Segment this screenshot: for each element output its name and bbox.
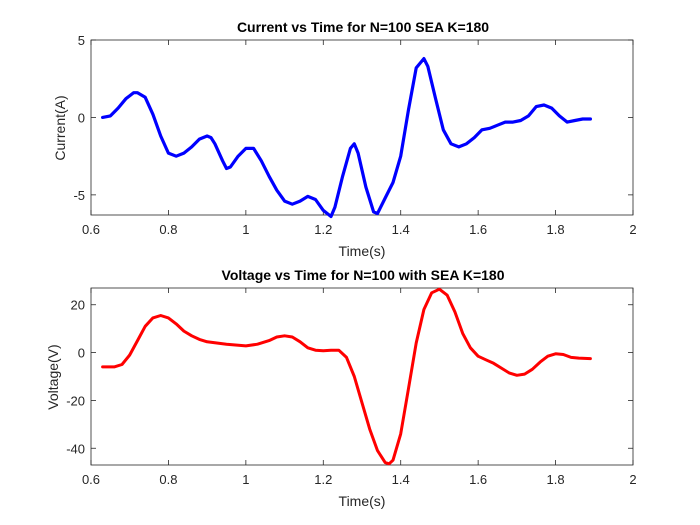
- current-axes-frame: [90, 39, 634, 216]
- current-series-group: [100, 56, 593, 219]
- current-x-tick-label: 1.6: [469, 222, 487, 237]
- current-x-tick-label: 0.6: [82, 222, 100, 237]
- current-y-axis-label: Current(A): [52, 95, 68, 160]
- current-x-tick-label: 1.4: [392, 222, 410, 237]
- voltage-x-tick-label: 1.8: [547, 472, 565, 487]
- current-x-tick-label: 1.2: [314, 222, 332, 237]
- voltage-subplot: Voltage vs Time for N=100 with SEA K=180…: [45, 267, 637, 509]
- current-x-ticks: 0.6 0.8 1 1.2 1.4 1.6 1.8 2: [82, 40, 637, 237]
- current-x-axis-label: Time(s): [339, 243, 386, 259]
- voltage-x-tick-label: 1: [242, 472, 249, 487]
- current-x-tick-label: 2: [629, 222, 636, 237]
- voltage-x-tick-label: 0.6: [82, 472, 100, 487]
- voltage-y-tick-label: 0: [78, 346, 85, 361]
- voltage-chart-title: Voltage vs Time for N=100 with SEA K=180: [222, 267, 505, 283]
- voltage-x-axis-label: Time(s): [339, 493, 386, 509]
- current-series-line: [100, 56, 593, 219]
- voltage-x-tick-label: 0.8: [159, 472, 177, 487]
- current-subplot: Current vs Time for N=100 SEA K=180 0.6 0…: [52, 19, 637, 259]
- current-x-tick-label: 0.8: [159, 222, 177, 237]
- current-y-tick-label: 5: [78, 33, 85, 48]
- voltage-x-tick-label: 1.2: [314, 472, 332, 487]
- voltage-x-ticks: 0.6 0.8 1 1.2 1.4 1.6 1.8 2: [82, 288, 637, 487]
- voltage-y-tick-label: -40: [66, 441, 85, 456]
- voltage-series-group: [101, 287, 592, 466]
- current-x-tick-label: 1.8: [547, 222, 565, 237]
- current-y-tick-label: -5: [73, 188, 85, 203]
- current-y-tick-label: 0: [78, 110, 85, 125]
- current-chart-title: Current vs Time for N=100 SEA K=180: [237, 19, 489, 35]
- voltage-y-tick-label: 20: [71, 298, 85, 313]
- voltage-y-ticks: -40 -20 0 20: [66, 298, 633, 456]
- voltage-y-tick-label: -20: [66, 393, 85, 408]
- voltage-x-tick-label: 2: [629, 472, 636, 487]
- current-x-tick-label: 1: [242, 222, 249, 237]
- voltage-x-tick-label: 1.4: [392, 472, 410, 487]
- voltage-axes-frame: [90, 287, 634, 466]
- current-y-ticks: -5 0 5: [73, 33, 633, 203]
- voltage-y-axis-label: Voltage(V): [45, 344, 61, 409]
- voltage-x-tick-label: 1.6: [469, 472, 487, 487]
- voltage-series-line: [101, 287, 592, 466]
